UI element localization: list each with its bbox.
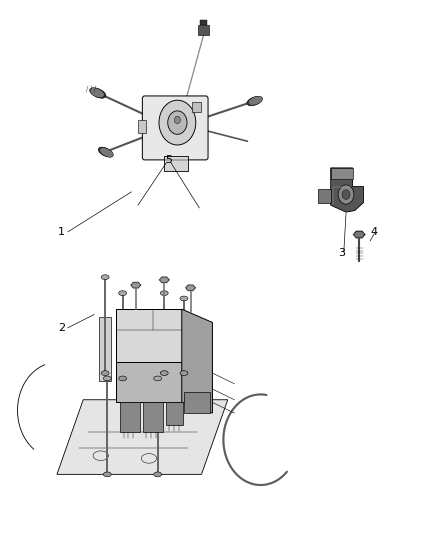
Bar bbox=[143, 402, 163, 432]
Polygon shape bbox=[186, 285, 195, 290]
Ellipse shape bbox=[98, 147, 112, 157]
Ellipse shape bbox=[180, 370, 188, 375]
Text: 3: 3 bbox=[338, 248, 345, 258]
Ellipse shape bbox=[119, 376, 127, 381]
Ellipse shape bbox=[101, 370, 109, 375]
Circle shape bbox=[168, 111, 187, 134]
Bar bbox=[331, 168, 353, 179]
Text: 1: 1 bbox=[58, 227, 65, 237]
Polygon shape bbox=[182, 309, 212, 413]
Ellipse shape bbox=[90, 87, 104, 98]
Ellipse shape bbox=[119, 291, 127, 295]
Ellipse shape bbox=[154, 472, 162, 477]
Ellipse shape bbox=[154, 376, 162, 381]
Bar bbox=[120, 402, 140, 432]
Bar bbox=[99, 317, 111, 381]
Bar bbox=[184, 392, 210, 413]
Text: 2: 2 bbox=[58, 323, 65, 333]
Ellipse shape bbox=[103, 472, 111, 477]
Polygon shape bbox=[331, 168, 364, 212]
Ellipse shape bbox=[247, 97, 261, 106]
Bar bbox=[138, 120, 146, 133]
Ellipse shape bbox=[160, 291, 168, 295]
Text: 5: 5 bbox=[165, 155, 172, 165]
Ellipse shape bbox=[99, 148, 113, 157]
Polygon shape bbox=[131, 282, 141, 288]
Bar bbox=[166, 402, 183, 425]
Circle shape bbox=[342, 190, 350, 199]
Circle shape bbox=[174, 116, 180, 124]
Polygon shape bbox=[116, 309, 182, 362]
Polygon shape bbox=[57, 400, 228, 474]
Ellipse shape bbox=[103, 376, 111, 381]
Bar bbox=[198, 25, 209, 35]
Ellipse shape bbox=[180, 296, 188, 301]
Polygon shape bbox=[116, 362, 182, 402]
Ellipse shape bbox=[101, 275, 109, 279]
Ellipse shape bbox=[91, 88, 106, 98]
Polygon shape bbox=[159, 277, 169, 282]
FancyBboxPatch shape bbox=[142, 96, 208, 160]
Bar bbox=[164, 156, 188, 171]
Polygon shape bbox=[318, 189, 331, 203]
Bar bbox=[200, 20, 207, 25]
Text: 4: 4 bbox=[371, 227, 378, 237]
Circle shape bbox=[159, 100, 196, 145]
Ellipse shape bbox=[160, 370, 168, 375]
Polygon shape bbox=[353, 231, 365, 238]
Circle shape bbox=[338, 185, 354, 204]
Bar bbox=[192, 102, 201, 112]
Ellipse shape bbox=[248, 96, 263, 105]
